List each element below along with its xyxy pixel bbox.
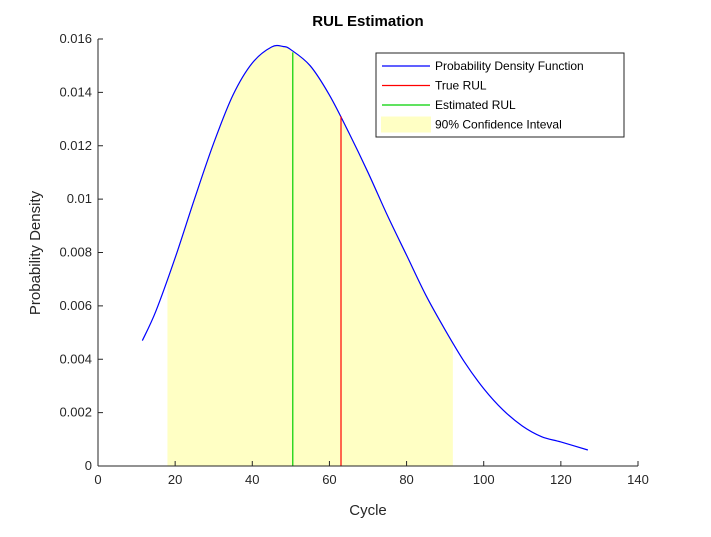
- y-tick-label: 0.004: [59, 351, 92, 366]
- y-tick-label: 0.016: [59, 31, 92, 46]
- y-tick-label: 0.01: [67, 191, 92, 206]
- y-tick-label: 0: [85, 458, 92, 473]
- y-tick-label: 0.002: [59, 405, 92, 420]
- x-axis-label: Cycle: [349, 502, 387, 519]
- x-tick-label: 140: [627, 472, 649, 487]
- axes: 0 20 40 60 80 100 120 140 0 0.002 0.004 0.006 0.008 0…: [59, 31, 648, 487]
- confidence-interval-area: [167, 45, 453, 466]
- x-tick-label: 80: [399, 472, 413, 487]
- x-tick-label: 100: [473, 472, 495, 487]
- y-tick-label: 0.014: [59, 84, 92, 99]
- plot-area: [141, 44, 589, 466]
- x-tick-label: 120: [550, 472, 572, 487]
- pdf-curve-line: [141, 44, 589, 451]
- x-tick-label: 0: [94, 472, 101, 487]
- legend-entry-label: 90% Confidence Inteval: [435, 118, 562, 132]
- legend: Probability Density Function True RUL Esti…: [375, 52, 625, 138]
- legend-entry-label: Estimated RUL: [435, 98, 516, 112]
- legend-entry-label: Probability Density Function: [435, 59, 584, 73]
- legend-swatch-confidence-interval: [381, 116, 431, 133]
- y-axis-label: Probability Density: [27, 190, 44, 315]
- y-tick-label: 0.008: [59, 245, 92, 260]
- x-tick-label: 60: [322, 472, 336, 487]
- chart-title: RUL Estimation: [312, 13, 423, 30]
- legend-entry-label: True RUL: [435, 79, 487, 93]
- x-tick-label: 40: [245, 472, 259, 487]
- y-tick-label: 0.012: [59, 138, 92, 153]
- x-tick-label: 20: [168, 472, 182, 487]
- y-tick-label: 0.006: [59, 298, 92, 313]
